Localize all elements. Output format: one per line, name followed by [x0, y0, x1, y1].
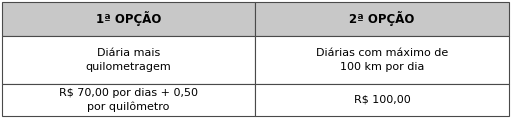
Text: R$ 100,00: R$ 100,00	[354, 95, 410, 105]
Text: 2ª OPÇÃO: 2ª OPÇÃO	[350, 11, 415, 27]
Text: R$ 70,00 por dias + 0,50
por quilômetro: R$ 70,00 por dias + 0,50 por quilômetro	[59, 88, 198, 112]
Text: Diária mais
quilometragem: Diária mais quilometragem	[86, 48, 171, 72]
Text: Diárias com máximo de
100 km por dia: Diárias com máximo de 100 km por dia	[316, 48, 448, 72]
Bar	[255, 2, 509, 36]
Bar	[255, 84, 509, 116]
Bar	[2, 36, 255, 84]
Text: 1ª OPÇÃO: 1ª OPÇÃO	[96, 11, 161, 27]
Bar	[2, 84, 255, 116]
Bar	[255, 36, 509, 84]
Bar	[2, 2, 255, 36]
